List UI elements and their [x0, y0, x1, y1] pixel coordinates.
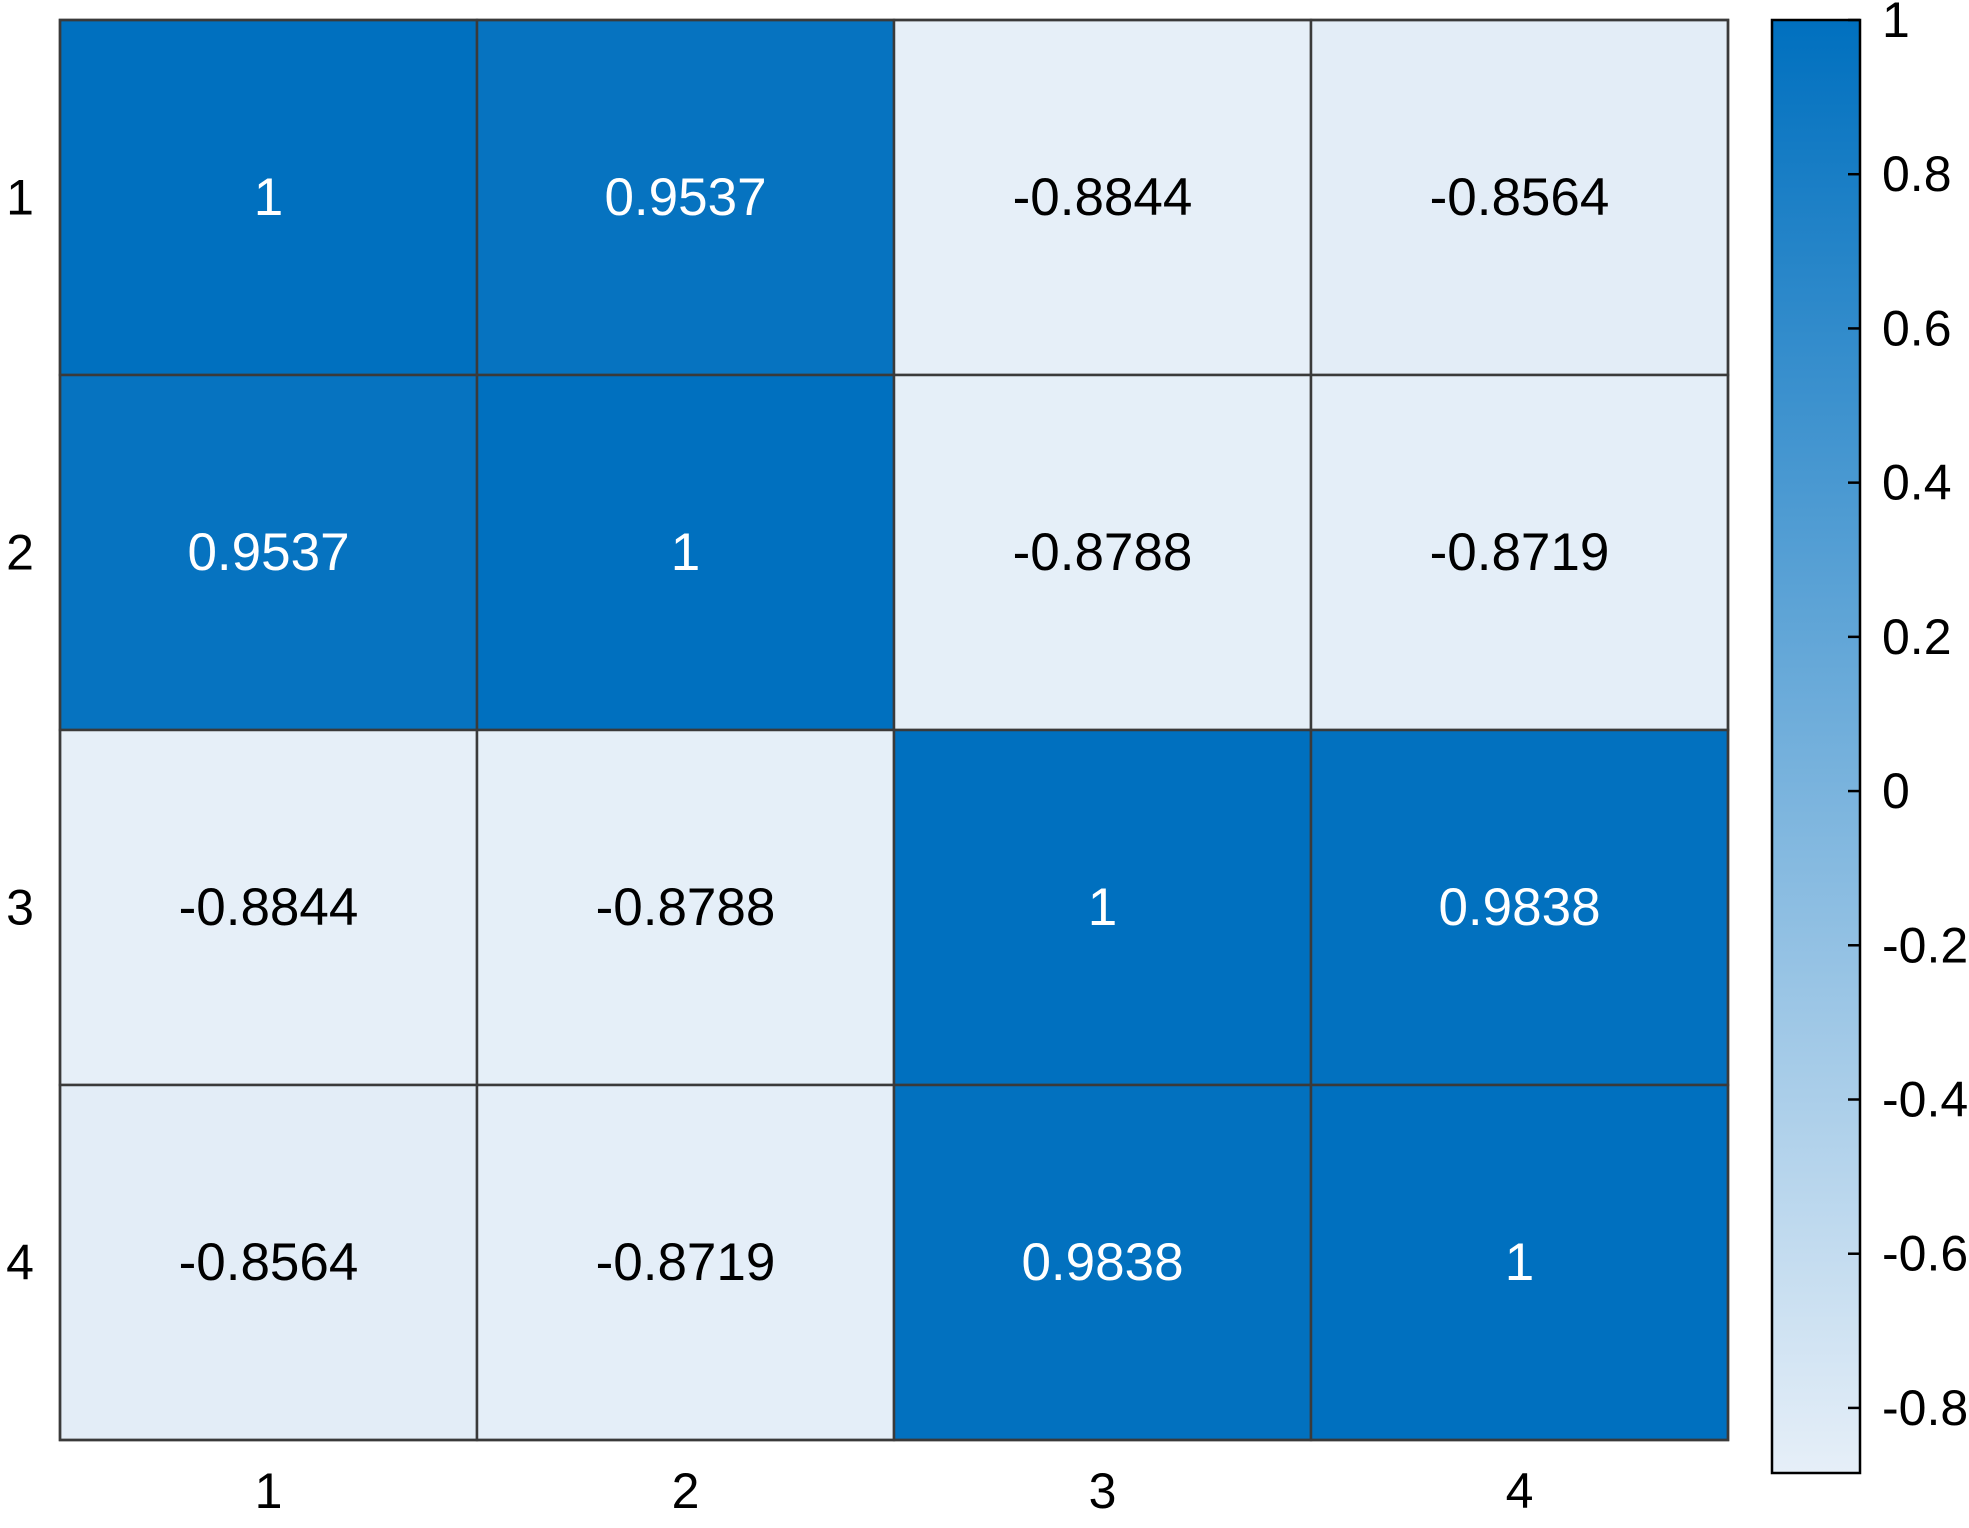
heatmap-value-label: -0.8564: [179, 1233, 359, 1292]
heatmap-value-label: 0.9537: [187, 523, 349, 582]
colorbar: 1 0.8 0.6 0.4 0.2 0 -0.2 -0.4 -0.6 -0.8: [1770, 0, 1968, 1475]
heatmap-value-label: 1: [671, 523, 700, 582]
colorbar-tick-label: -0.2: [1882, 917, 1968, 973]
heatmap-value-label: 1: [254, 168, 283, 227]
y-tick-label: 3: [6, 880, 34, 936]
colorbar-tick-label: 0.2: [1882, 609, 1952, 665]
heatmap-cells: [58, 18, 1730, 1442]
heatmap-value-label: 0.9838: [1438, 878, 1600, 937]
colorbar-tick-label: 0: [1882, 763, 1910, 819]
heatmap-value-label: -0.8719: [1430, 523, 1610, 582]
heatmap-cell: [58, 1083, 479, 1442]
heatmap-cell: [1309, 728, 1730, 1087]
x-tick-label: 2: [672, 1463, 700, 1519]
heatmap-value-label: -0.8564: [1430, 168, 1610, 227]
colorbar-gradient: [1770, 18, 1862, 1475]
heatmap-value-label: -0.8844: [179, 878, 359, 937]
heatmap-value-labels: 1 0.9537 -0.8844 -0.8564 0.9537 1 -0.8788 -0.87…: [179, 168, 1610, 1292]
heatmap-cell: [1309, 1083, 1730, 1442]
heatmap-cell: [475, 373, 896, 732]
heatmap-cell: [1309, 373, 1730, 732]
heatmap-value-label: -0.8788: [1013, 523, 1193, 582]
heatmap-cell: [475, 1083, 896, 1442]
heatmap-value-label: -0.8719: [596, 1233, 776, 1292]
heatmap-cell: [892, 1083, 1313, 1442]
heatmap-value-label: 1: [1505, 1233, 1534, 1292]
x-axis-tick-labels: 1 2 3 4: [255, 1463, 1534, 1519]
heatmap-cell: [475, 18, 896, 377]
heatmap-cell: [1309, 18, 1730, 377]
heatmap-cell: [475, 728, 896, 1087]
colorbar-tick-label: 0.8: [1882, 146, 1952, 202]
heatmap-cell: [58, 18, 479, 377]
colorbar-tick-label: 0.4: [1882, 455, 1952, 511]
plot-border: [58, 18, 1730, 1442]
y-tick-label: 4: [6, 1235, 34, 1291]
heatmap-cell: [892, 373, 1313, 732]
colorbar-tick-label: -0.8: [1882, 1380, 1968, 1436]
y-tick-label: 1: [6, 170, 34, 226]
x-tick-label: 4: [1506, 1463, 1534, 1519]
heatmap-value-label: -0.8844: [1013, 168, 1193, 227]
heatmap-value-label: 1: [1088, 878, 1117, 937]
colorbar-tick-label: -0.6: [1882, 1226, 1968, 1282]
colorbar-tick-label: -0.4: [1882, 1071, 1968, 1127]
y-tick-label: 2: [6, 525, 34, 581]
colorbar-tick-label: 1: [1882, 0, 1910, 48]
y-axis-tick-labels: 1 2 3 4: [6, 170, 34, 1291]
x-tick-label: 1: [255, 1463, 283, 1519]
heatmap-value-label: -0.8788: [596, 878, 776, 937]
heatmap-value-label: 0.9838: [1021, 1233, 1183, 1292]
heatmap-value-label: 0.9537: [604, 168, 766, 227]
x-tick-label: 3: [1089, 1463, 1117, 1519]
colorbar-tick-label: 0.6: [1882, 300, 1952, 356]
heatmap-cell: [58, 373, 479, 732]
